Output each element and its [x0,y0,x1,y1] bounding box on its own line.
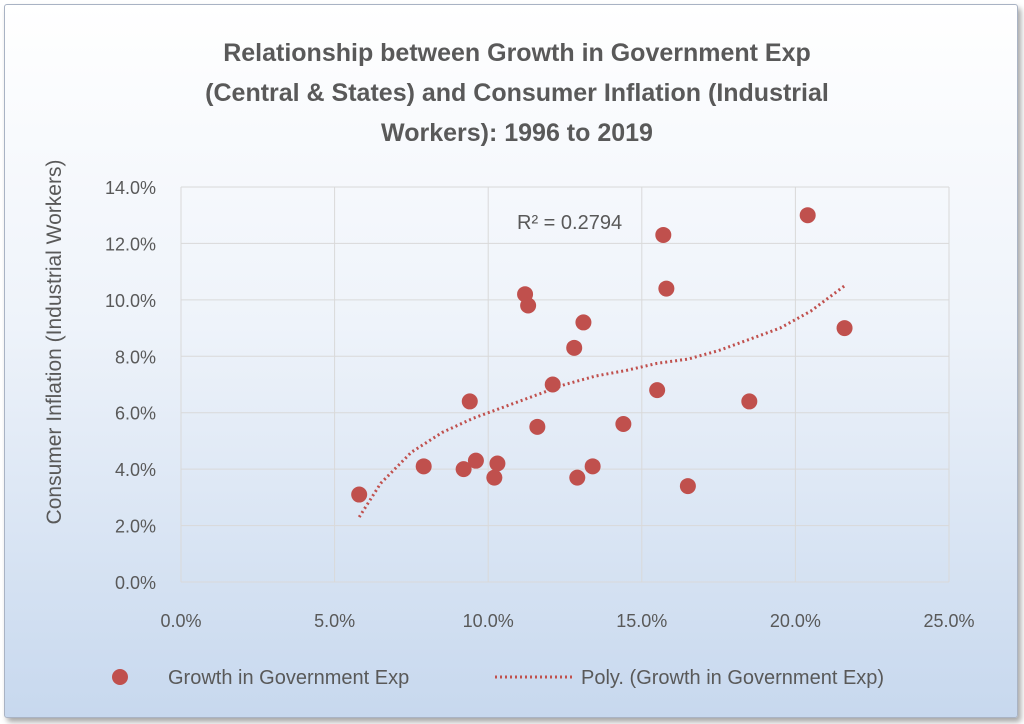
legend-marker-icon [112,669,128,685]
y-tick-label: 0.0% [115,573,156,593]
y-tick-label: 4.0% [115,460,156,480]
scatter-point [584,458,601,475]
x-tick-label: 25.0% [923,611,974,631]
scatter-point [529,418,546,435]
data-points [351,207,853,503]
y-tick-label: 8.0% [115,347,156,367]
r-squared-annotation: R² = 0.2794 [517,212,622,234]
x-axis-ticks: 0.0% 5.0% 10.0% 15.0% 20.0% 25.0% [160,611,974,631]
x-tick-label: 15.0% [616,611,667,631]
scatter-point [455,461,472,478]
y-axis-ticks: 0.0% 2.0% 4.0% 6.0% 8.0% 10.0% 12.0% 14.0% [105,178,156,593]
scatter-point [575,314,592,331]
chart-title-line-1: Relationship between Growth in Governmen… [223,39,811,67]
y-tick-label: 2.0% [115,517,156,537]
x-tick-label: 10.0% [463,611,514,631]
scatter-point [461,393,478,410]
scatter-point [489,455,506,472]
legend: Growth in Government Exp Poly. (Growth i… [112,667,884,689]
scatter-point [544,376,561,393]
scatter-point [351,486,368,503]
scatter-point [569,469,586,486]
scatter-point [486,469,503,486]
scatter-point [658,280,675,297]
scatter-chart: Relationship between Growth in Governmen… [43,39,975,689]
y-tick-label: 6.0% [115,404,156,424]
scatter-point [679,478,696,495]
scatter-point [836,320,853,337]
chart-title-line-2: (Central & States) and Consumer Inflatio… [205,79,829,107]
chart-title-line-3: Workers): 1996 to 2019 [381,119,653,147]
y-tick-label: 12.0% [105,234,156,254]
scatter-point [520,297,537,314]
y-tick-label: 14.0% [105,178,156,198]
scatter-point [741,393,758,410]
y-axis-title: Consumer Inflation (Industrial Workers) [43,160,66,525]
scatter-point [566,339,583,356]
x-tick-label: 20.0% [770,611,821,631]
legend-label-trendline: Poly. (Growth in Government Exp) [581,667,884,689]
trendline-poly [357,284,846,518]
scatter-point [467,452,484,469]
gridlines [180,186,950,583]
legend-label-series: Growth in Government Exp [168,667,409,689]
scatter-point [649,382,666,399]
chart-frame: Relationship between Growth in Governmen… [4,4,1018,718]
scatter-point [655,226,672,243]
y-tick-label: 10.0% [105,291,156,311]
x-tick-label: 5.0% [314,611,355,631]
scatter-point [799,207,816,224]
x-tick-label: 0.0% [160,611,201,631]
scatter-point [415,458,432,475]
scatter-point [615,416,632,432]
